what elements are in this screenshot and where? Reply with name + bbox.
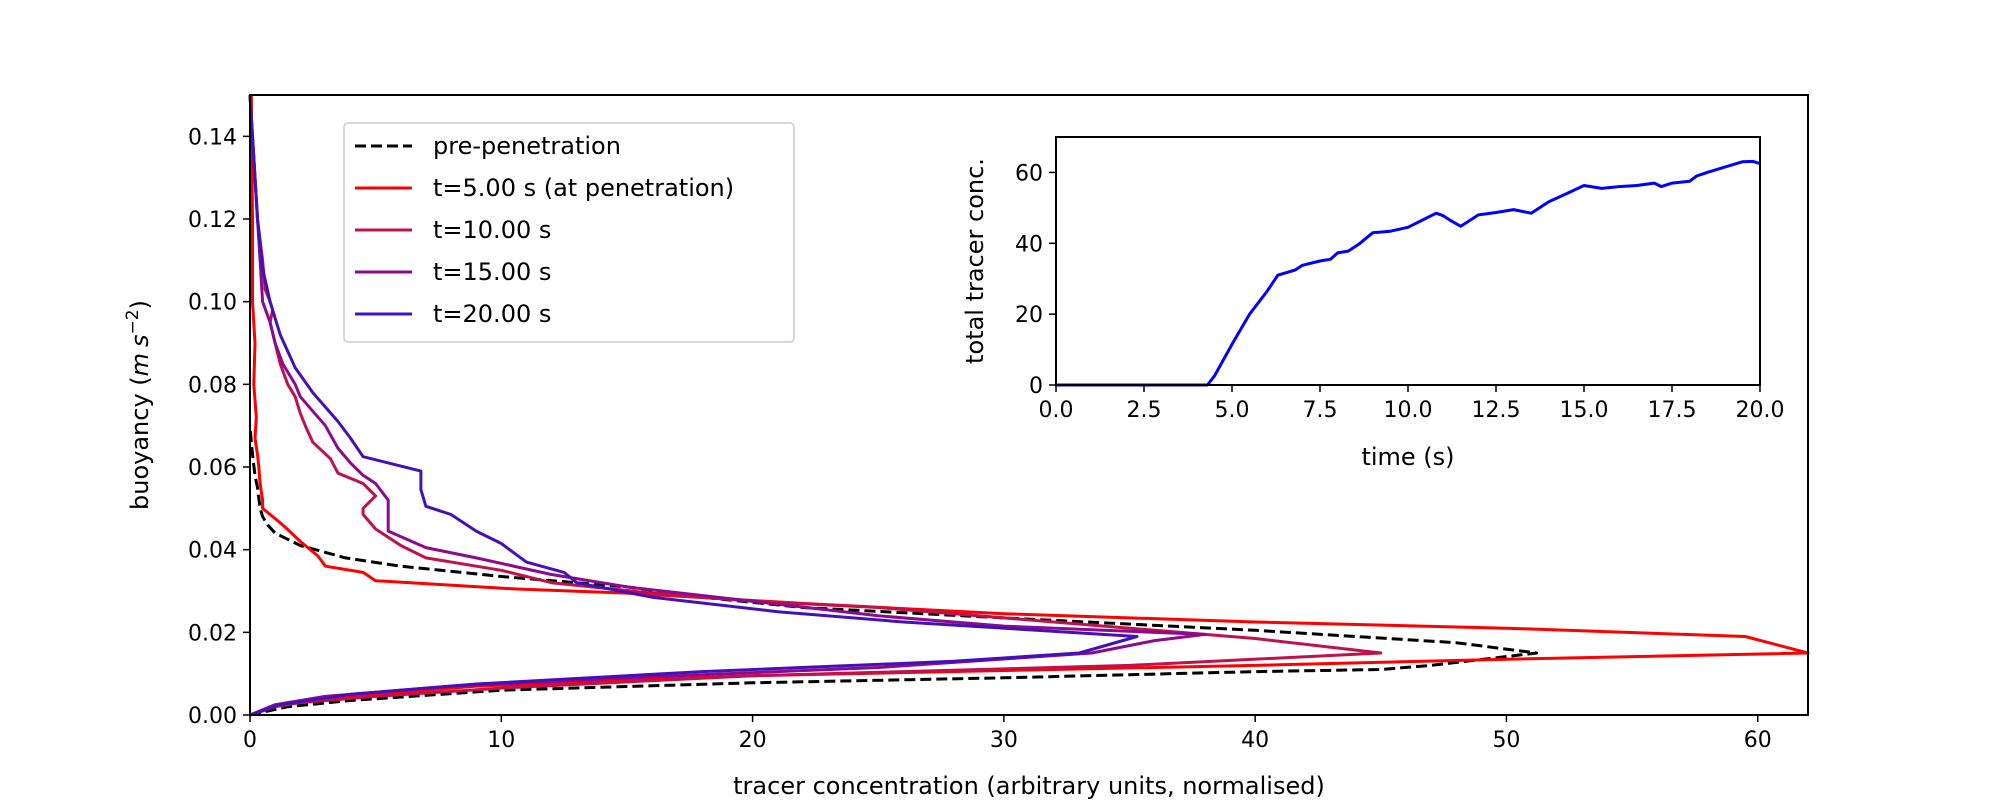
main-x-tick-label: 60 <box>1744 728 1772 753</box>
main-y-tick-label: 0.02 <box>188 621 237 646</box>
inset-x-axis-label: time (s) <box>1361 443 1454 471</box>
legend: pre-penetration t=5.00 s (at penetration)… <box>343 122 795 343</box>
inset-x-tick-label: 2.5 <box>1127 398 1162 423</box>
inset-y-ticks: 0 20 40 60 <box>1015 161 1056 399</box>
legend-label-1: t=5.00 s (at penetration) <box>433 174 734 202</box>
main-x-ticks: 0 10 20 30 40 50 60 <box>243 715 1772 753</box>
main-x-tick-label: 20 <box>739 728 767 753</box>
inset-y-tick-label: 20 <box>1015 303 1043 328</box>
inset-series-group <box>1056 159 1761 387</box>
series-line-4 <box>248 94 1139 717</box>
main-axes-frame <box>249 94 1809 716</box>
inset-y-tick-label: 40 <box>1015 232 1043 257</box>
inset-x-tick-label: 0.0 <box>1039 398 1074 423</box>
inset-background <box>1056 137 1760 385</box>
main-x-tick-label: 40 <box>1241 728 1269 753</box>
main-series-group <box>248 94 1810 717</box>
main-x-tick-label: 10 <box>487 728 515 753</box>
legend-items: pre-penetration t=5.00 s (at penetration)… <box>355 132 734 328</box>
main-y-tick-label: 0.14 <box>188 125 237 150</box>
inset-y-tick-label: 0 <box>1029 374 1043 399</box>
legend-label-3: t=15.00 s <box>433 258 551 286</box>
main-y-tick-label: 0.00 <box>188 704 237 729</box>
inset-y-axis-label: total tracer conc. <box>961 158 989 364</box>
main-y-tick-label: 0.04 <box>188 539 237 564</box>
inset-x-tick-label: 10.0 <box>1384 398 1433 423</box>
inset-x-ticks: 0.0 2.5 5.0 7.5 10.0 12.5 15.0 17.5 20.0 <box>1039 385 1785 423</box>
inset-x-tick-label: 7.5 <box>1303 398 1338 423</box>
main-x-tick-label: 50 <box>1492 728 1520 753</box>
inset-series-line <box>1056 159 1761 387</box>
legend-box <box>343 122 795 343</box>
main-y-tick-label: 0.10 <box>188 291 237 316</box>
inset-x-tick-label: 12.5 <box>1472 398 1521 423</box>
inset-x-tick-label: 17.5 <box>1648 398 1697 423</box>
series-line-0 <box>248 425 1539 717</box>
legend-label-2: t=10.00 s <box>433 216 551 244</box>
inset-y-tick-label: 60 <box>1015 161 1043 186</box>
inset-x-tick-label: 5.0 <box>1215 398 1250 423</box>
inset-plot: 0.0 2.5 5.0 7.5 10.0 12.5 15.0 17.5 20.0 0 20 40 60… <box>961 136 1785 471</box>
inset-x-tick-label: 20.0 <box>1736 398 1785 423</box>
inset-x-tick-label: 15.0 <box>1560 398 1609 423</box>
main-x-tick-label: 0 <box>243 728 257 753</box>
legend-label-0: pre-penetration <box>433 132 621 160</box>
main-y-tick-label: 0.08 <box>188 373 237 398</box>
main-y-ticks: 0.00 0.02 0.04 0.06 0.08 0.10 0.12 0.14 <box>188 125 250 729</box>
main-y-tick-label: 0.12 <box>188 208 237 233</box>
main-x-tick-label: 30 <box>990 728 1018 753</box>
main-plot: 0 10 20 30 40 50 60 0.000.020.040.060.080.100.… <box>123 94 1810 800</box>
main-x-axis-label: tracer concentration (arbitrary units, n… <box>733 772 1325 800</box>
main-y-axis-label: buoyancy (ms−2) <box>123 300 154 510</box>
main-y-tick-label: 0.06 <box>188 456 237 481</box>
legend-label-4: t=20.00 s <box>433 300 551 328</box>
